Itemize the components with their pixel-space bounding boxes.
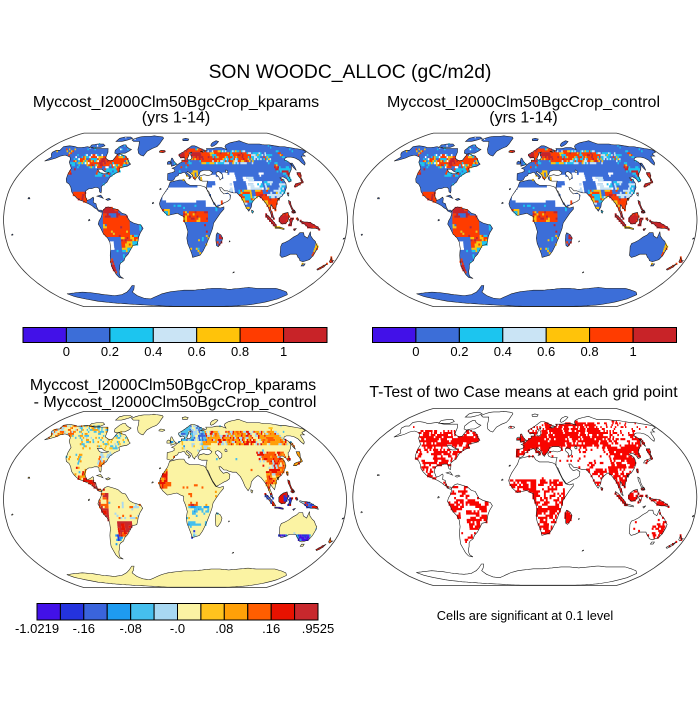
svg-text:.16: .16 xyxy=(262,621,280,636)
svg-text:1: 1 xyxy=(629,344,636,359)
svg-text:-1.0219: -1.0219 xyxy=(15,621,59,636)
svg-text:0.8: 0.8 xyxy=(231,344,249,359)
svg-text:SON WOODC_ALLOC (gC/m2d): SON WOODC_ALLOC (gC/m2d) xyxy=(209,62,492,83)
svg-text:(yrs 1-14): (yrs 1-14) xyxy=(489,110,557,127)
svg-text:0.2: 0.2 xyxy=(101,344,119,359)
svg-text:0.4: 0.4 xyxy=(144,344,162,359)
svg-text:-.16: -.16 xyxy=(73,621,95,636)
svg-text:Myccost_I2000Clm50BgcCrop_kpar: Myccost_I2000Clm50BgcCrop_kparams xyxy=(33,94,319,111)
svg-text:Cells are significant at 0.1 l: Cells are significant at 0.1 level xyxy=(437,608,613,623)
svg-text:(yrs 1-14): (yrs 1-14) xyxy=(142,110,210,127)
svg-text:0.8: 0.8 xyxy=(581,344,599,359)
svg-text:-.08: -.08 xyxy=(119,621,141,636)
svg-text:- Myccost_I2000Clm50BgcCrop_co: - Myccost_I2000Clm50BgcCrop_control xyxy=(34,394,317,411)
svg-text:.9525: .9525 xyxy=(302,621,335,636)
svg-text:0.6: 0.6 xyxy=(188,344,206,359)
svg-text:Myccost_I2000Clm50BgcCrop_kpar: Myccost_I2000Clm50BgcCrop_kparams xyxy=(30,377,316,394)
svg-text:0.6: 0.6 xyxy=(537,344,555,359)
svg-text:Myccost_I2000Clm50BgcCrop_cont: Myccost_I2000Clm50BgcCrop_control xyxy=(387,94,660,111)
svg-text:0.2: 0.2 xyxy=(450,344,468,359)
svg-text:T-Test of two Case means at ea: T-Test of two Case means at each grid po… xyxy=(369,384,678,401)
svg-text:-.0: -.0 xyxy=(170,621,185,636)
svg-text:.08: .08 xyxy=(215,621,233,636)
svg-text:0: 0 xyxy=(412,344,419,359)
svg-text:1: 1 xyxy=(280,344,287,359)
svg-text:0.4: 0.4 xyxy=(494,344,512,359)
svg-text:0: 0 xyxy=(63,344,70,359)
